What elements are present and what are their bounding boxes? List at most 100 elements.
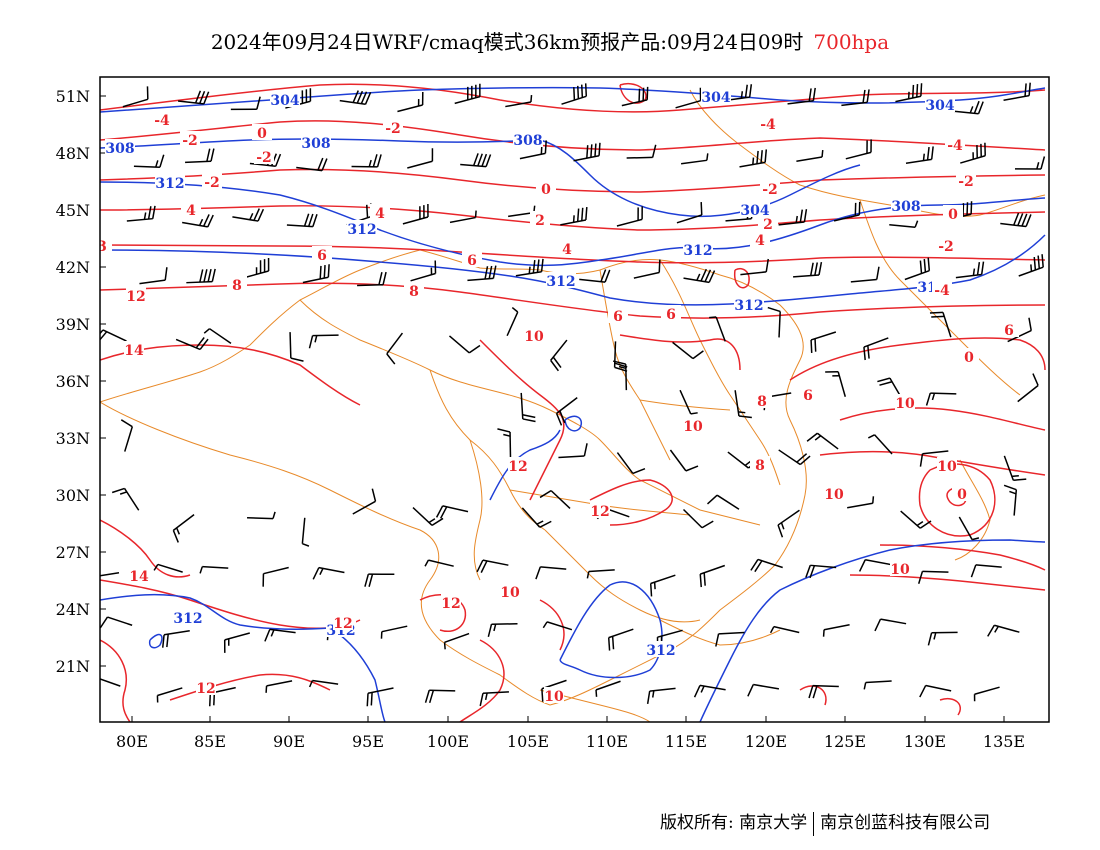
temperature-label-bg (126, 287, 146, 303)
temperature-label-bg (404, 282, 424, 298)
wind-barb (858, 559, 891, 572)
temperature-label-bg (181, 201, 201, 217)
wind-barb (424, 689, 456, 704)
wind-barb (558, 443, 588, 459)
height-label-bg (301, 134, 331, 150)
wind-barb (402, 204, 429, 225)
temperature-label-bg (758, 215, 778, 231)
height-label-bg (683, 241, 713, 257)
height-label: 312 (173, 611, 202, 627)
lat-label: 27N (56, 543, 90, 562)
wind-barb (133, 154, 165, 168)
height-label-bg (646, 641, 676, 657)
height-label-bg (347, 220, 377, 236)
temperature-label: 10 (895, 396, 915, 412)
wind-barb (649, 574, 676, 597)
wind-barb (100, 329, 127, 342)
wind-barb (410, 260, 437, 282)
wind-barb (539, 489, 571, 509)
wind-barb (435, 505, 469, 519)
lon-label: 115E (665, 732, 707, 751)
wind-barb (487, 623, 518, 638)
wind-barb (769, 625, 800, 634)
temperature-label-bg (952, 485, 972, 501)
temperature-label-bg (508, 457, 528, 473)
temperature-label: -2 (762, 182, 778, 198)
height-label: 304 (925, 98, 954, 114)
lat-label: 36N (56, 372, 90, 391)
wind-barb (917, 570, 949, 584)
wind-barb (1017, 373, 1039, 403)
wind-barb (139, 267, 168, 285)
wind-barb (247, 511, 276, 520)
wind-barb (867, 434, 893, 455)
wind-barb (301, 517, 310, 547)
longitude-axis: 80E 85E 90E 95E 100E 105E 110E 115E 120E 125E 130E… (116, 716, 1025, 751)
temperature-label: 0 (964, 350, 974, 366)
temperature-label-bg (500, 583, 520, 599)
temperature-label-bg (750, 456, 770, 472)
wind-barb (595, 680, 621, 697)
wind-barb (925, 392, 957, 406)
temperature-label: 10 (683, 419, 703, 435)
temperature-label: -4 (934, 283, 950, 299)
wind-barb (289, 332, 304, 362)
temperature-label-bg (441, 594, 461, 610)
height-label: 304 (701, 90, 730, 106)
wind-barb (156, 687, 183, 703)
lat-label: 42N (56, 258, 90, 277)
height-label: 312 (546, 274, 575, 290)
wind-barb (243, 258, 270, 279)
wind-barb (833, 201, 861, 222)
temperature-label-bg (227, 276, 247, 292)
temperature-label-bg (750, 231, 770, 247)
temperature-label: -2 (385, 121, 401, 137)
wind-barb (100, 572, 120, 577)
temperature-label-bg (544, 687, 564, 703)
wind-barb (397, 92, 424, 113)
temperature-label-bg (252, 124, 272, 140)
wind-barb (312, 566, 345, 580)
wind-barb (352, 488, 377, 515)
height-label: 308 (105, 141, 134, 157)
wind-barb (100, 616, 133, 629)
height-label-bg (173, 609, 203, 625)
temperature-label-bg (932, 281, 952, 297)
wind-barb (675, 87, 702, 109)
temperature-label-bg (661, 305, 681, 321)
lon-label: 85E (194, 732, 226, 751)
temperature-label: -2 (182, 133, 198, 149)
temperature-label-bg (333, 614, 353, 630)
temperature-label: 12 (441, 596, 460, 612)
wind-barb (560, 206, 588, 226)
wind-barb (505, 94, 533, 108)
wind-barb (521, 507, 552, 528)
temperature-label-bg (959, 348, 979, 364)
wind-barb (182, 214, 214, 228)
wind-barb (357, 271, 387, 287)
temperature-label: 12 (333, 616, 352, 632)
temperature-label-bg (152, 111, 172, 127)
temperature-label-bg (124, 341, 144, 357)
wind-barb (424, 559, 454, 567)
height-label: 308 (301, 136, 330, 152)
wind-barb (476, 559, 509, 573)
height-label-bg (105, 139, 135, 155)
wind-barb (693, 684, 726, 698)
temperature-label: 6 (1004, 323, 1014, 339)
height-label: 312 (347, 222, 376, 238)
wind-barb (970, 564, 1002, 578)
temperature-label: 2 (763, 217, 773, 233)
wind-barb (199, 565, 229, 574)
temperature-label: 10 (500, 585, 520, 601)
wind-barb (900, 510, 932, 529)
wind-barb (1014, 156, 1046, 170)
wind-barb (672, 341, 704, 360)
wind-barb (927, 631, 958, 646)
wind-barb (175, 337, 209, 351)
temperature-label-bg (254, 148, 274, 164)
title-level: 700hpa (813, 30, 890, 54)
height-label: 304 (270, 93, 299, 109)
temperature-label: 4 (755, 233, 765, 249)
